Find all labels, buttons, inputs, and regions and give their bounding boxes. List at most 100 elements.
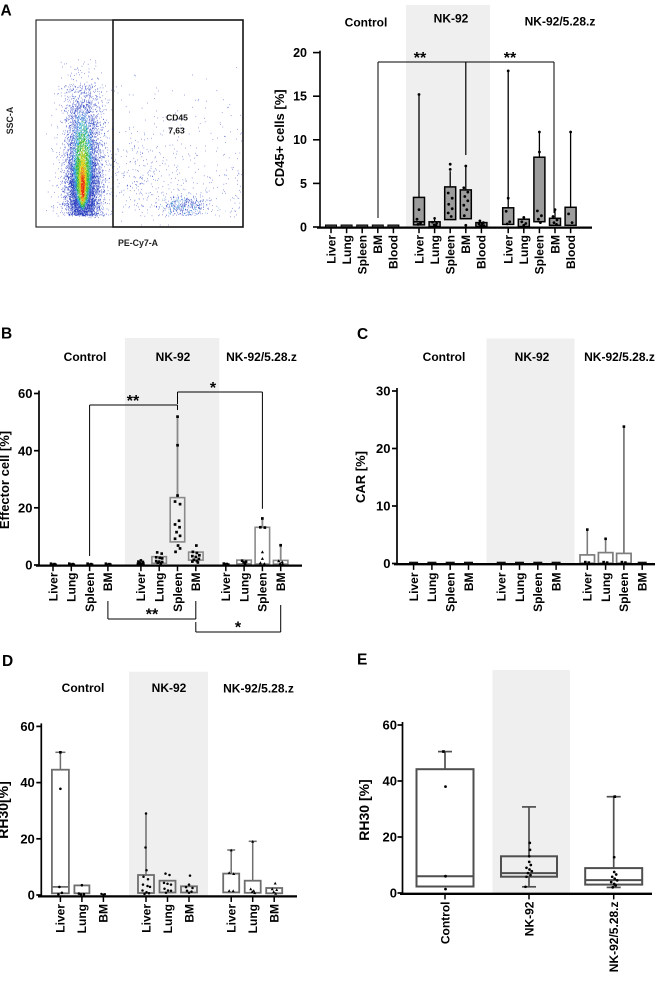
svg-text:Liver: Liver xyxy=(46,572,60,601)
svg-text:BM: BM xyxy=(274,573,288,592)
svg-text:BM: BM xyxy=(459,235,473,254)
svg-text:20: 20 xyxy=(18,501,32,516)
svg-text:B: B xyxy=(1,326,12,343)
svg-text:Liver: Liver xyxy=(324,235,338,264)
svg-text:40: 40 xyxy=(20,775,34,790)
svg-text:BM: BM xyxy=(97,904,111,923)
svg-text:Liver: Liver xyxy=(134,572,148,601)
svg-text:20: 20 xyxy=(376,441,390,456)
svg-text:NK-92/5.28.z: NK-92/5.28.z xyxy=(223,682,294,696)
svg-text:BM: BM xyxy=(182,904,196,923)
svg-text:*: * xyxy=(210,380,217,397)
svg-text:CD45: CD45 xyxy=(166,113,188,123)
svg-text:40: 40 xyxy=(383,774,397,789)
svg-text:CAR [%]: CAR [%] xyxy=(353,451,368,503)
svg-text:10: 10 xyxy=(376,499,390,514)
svg-text:Spleen: Spleen xyxy=(444,573,458,612)
svg-text:Liver: Liver xyxy=(412,235,426,264)
svg-text:Spleen: Spleen xyxy=(171,573,185,612)
svg-text:NK-92: NK-92 xyxy=(152,681,187,695)
svg-text:RH30 [%]: RH30 [%] xyxy=(356,779,372,840)
svg-text:Spleen: Spleen xyxy=(531,573,545,612)
svg-text:Spleen: Spleen xyxy=(444,235,458,274)
svg-text:Lung: Lung xyxy=(513,573,527,602)
svg-text:NK-92: NK-92 xyxy=(156,350,191,364)
svg-text:0: 0 xyxy=(390,886,397,901)
svg-text:BM: BM xyxy=(189,573,203,592)
svg-text:10: 10 xyxy=(293,133,307,147)
svg-text:5: 5 xyxy=(300,177,307,191)
svg-text:Effector cell [%]: Effector cell [%] xyxy=(0,431,12,529)
svg-text:0: 0 xyxy=(383,556,390,571)
svg-text:BM: BM xyxy=(636,573,650,592)
svg-text:Liver: Liver xyxy=(225,904,239,933)
svg-text:NK-92: NK-92 xyxy=(522,901,536,936)
svg-text:E: E xyxy=(357,652,367,669)
svg-text:0: 0 xyxy=(25,558,32,573)
svg-text:Control: Control xyxy=(345,16,388,30)
svg-text:NK-92: NK-92 xyxy=(434,12,469,26)
svg-text:A: A xyxy=(1,3,12,20)
svg-text:BM: BM xyxy=(462,573,476,592)
svg-text:Lung: Lung xyxy=(425,573,439,602)
svg-text:20: 20 xyxy=(293,46,307,60)
svg-text:NK-92: NK-92 xyxy=(515,350,550,364)
svg-text:Lung: Lung xyxy=(65,573,79,602)
svg-text:Lung: Lung xyxy=(161,904,175,933)
svg-text:PE-Cy7-A: PE-Cy7-A xyxy=(118,238,159,248)
svg-text:60: 60 xyxy=(18,386,32,401)
svg-text:Control: Control xyxy=(64,350,107,364)
svg-text:Lung: Lung xyxy=(237,573,251,602)
svg-text:60: 60 xyxy=(20,719,34,734)
svg-text:Control: Control xyxy=(423,350,466,364)
svg-text:Liver: Liver xyxy=(495,572,509,601)
svg-text:Blood: Blood xyxy=(387,235,401,269)
svg-text:7,63: 7,63 xyxy=(168,126,185,136)
svg-text:Liver: Liver xyxy=(139,904,153,933)
svg-text:**: ** xyxy=(414,50,427,67)
svg-text:Liver: Liver xyxy=(219,572,233,601)
svg-text:20: 20 xyxy=(20,831,34,846)
svg-text:Lung: Lung xyxy=(428,235,442,264)
svg-text:CD45+ cells [%]: CD45+ cells [%] xyxy=(272,89,287,186)
svg-text:C: C xyxy=(357,326,368,343)
svg-text:**: ** xyxy=(146,607,159,624)
svg-text:Control: Control xyxy=(438,902,452,945)
svg-text:Control: Control xyxy=(62,681,105,695)
svg-text:RH30[%]: RH30[%] xyxy=(0,781,11,839)
svg-text:**: ** xyxy=(504,50,517,67)
svg-text:Lung: Lung xyxy=(153,573,167,602)
svg-text:60: 60 xyxy=(383,718,397,733)
svg-text:NK-92/5.28.z: NK-92/5.28.z xyxy=(584,350,655,364)
svg-text:D: D xyxy=(2,653,13,670)
svg-text:*: * xyxy=(235,620,242,637)
svg-text:NK-92/5.28.z: NK-92/5.28.z xyxy=(226,350,297,364)
svg-text:0: 0 xyxy=(300,220,307,234)
svg-text:0: 0 xyxy=(28,888,35,903)
svg-text:BM: BM xyxy=(548,235,562,254)
svg-text:Lung: Lung xyxy=(340,235,354,264)
svg-text:Blood: Blood xyxy=(564,235,578,269)
svg-text:Liver: Liver xyxy=(407,572,421,601)
svg-text:15: 15 xyxy=(293,90,307,104)
svg-text:SSC-A: SSC-A xyxy=(5,106,15,134)
svg-text:Lung: Lung xyxy=(75,904,89,933)
svg-text:40: 40 xyxy=(18,443,32,458)
svg-text:30: 30 xyxy=(376,384,390,399)
svg-text:BM: BM xyxy=(549,573,563,592)
svg-text:20: 20 xyxy=(383,830,397,845)
svg-text:BM: BM xyxy=(268,904,282,923)
svg-text:Liver: Liver xyxy=(502,235,516,264)
svg-text:Lung: Lung xyxy=(246,904,260,933)
svg-text:NK-92/5.28.z: NK-92/5.28.z xyxy=(525,15,596,29)
svg-text:**: ** xyxy=(127,393,140,410)
svg-text:Spleen: Spleen xyxy=(256,573,270,612)
svg-text:Spleen: Spleen xyxy=(533,235,547,274)
svg-text:Spleen: Spleen xyxy=(617,573,631,612)
svg-text:BM: BM xyxy=(371,235,385,254)
svg-text:BM: BM xyxy=(101,573,115,592)
svg-text:Spleen: Spleen xyxy=(83,573,97,612)
svg-text:NK-92/5.28.z: NK-92/5.28.z xyxy=(607,902,621,973)
svg-text:Liver: Liver xyxy=(54,904,68,933)
svg-text:Spleen: Spleen xyxy=(356,235,370,274)
